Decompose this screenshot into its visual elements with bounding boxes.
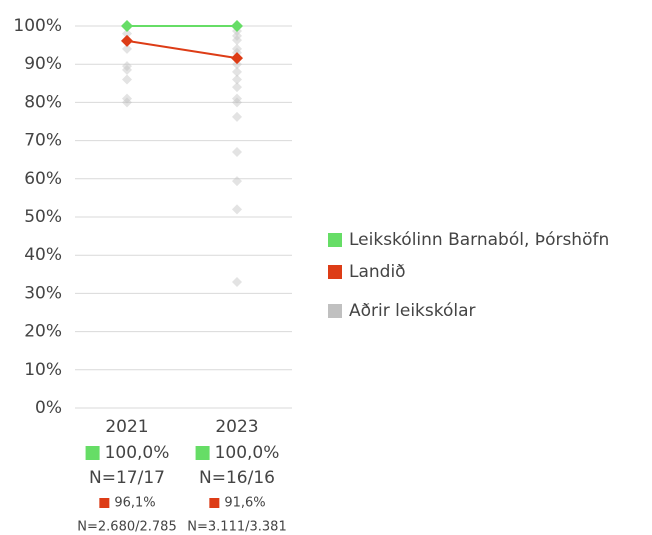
legend-label: Leikskólinn Barnaból, Þórshöfn bbox=[349, 230, 609, 250]
marker bbox=[121, 20, 133, 32]
point bbox=[122, 64, 132, 75]
y-tick-label: 90% bbox=[24, 54, 62, 74]
point bbox=[122, 43, 132, 54]
y-tick-label: 100% bbox=[13, 16, 62, 36]
point bbox=[232, 176, 242, 187]
marker bbox=[231, 20, 243, 32]
value-label: 96,1% bbox=[114, 496, 155, 511]
y-tick-label: 50% bbox=[24, 207, 62, 227]
legend-label: Aðrir leikskólar bbox=[349, 301, 476, 321]
point bbox=[232, 111, 242, 122]
count-label: N=16/16 bbox=[199, 468, 275, 488]
count-label: N=17/17 bbox=[89, 468, 165, 488]
y-tick-label: 80% bbox=[24, 92, 62, 112]
point bbox=[232, 74, 242, 85]
x-tick-label: 2023 bbox=[215, 417, 258, 437]
y-tick-label: 40% bbox=[24, 245, 62, 265]
legend-swatch bbox=[328, 233, 342, 247]
point bbox=[122, 61, 132, 72]
x-tick-label: 2021 bbox=[105, 417, 148, 437]
label-swatch bbox=[85, 446, 100, 460]
y-tick-label: 0% bbox=[35, 398, 62, 418]
point bbox=[232, 59, 242, 70]
value-label: 91,6% bbox=[224, 496, 265, 511]
point bbox=[232, 30, 242, 41]
legend-swatch bbox=[328, 304, 342, 318]
marker bbox=[231, 52, 243, 65]
y-tick-label: 20% bbox=[24, 322, 62, 342]
label-swatch bbox=[99, 498, 110, 508]
marker bbox=[121, 34, 133, 47]
point bbox=[122, 93, 132, 104]
point bbox=[232, 276, 242, 287]
point bbox=[232, 66, 242, 77]
point bbox=[232, 43, 242, 54]
y-tick-label: 10% bbox=[24, 360, 62, 380]
legend-swatch bbox=[328, 265, 342, 279]
y-tick-label: 70% bbox=[24, 131, 62, 151]
count-label: N=3.111/3.381 bbox=[187, 520, 286, 535]
value-label: 100,0% bbox=[105, 443, 170, 463]
point bbox=[232, 93, 242, 104]
point bbox=[122, 28, 132, 39]
point bbox=[122, 74, 132, 85]
y-tick-label: 60% bbox=[24, 169, 62, 189]
line bbox=[126, 39, 238, 60]
point bbox=[232, 97, 242, 108]
value-label: 100,0% bbox=[215, 443, 280, 463]
point bbox=[232, 35, 242, 46]
point bbox=[232, 147, 242, 158]
count-label: N=2.680/2.785 bbox=[77, 520, 176, 535]
label-swatch bbox=[209, 498, 220, 508]
label-swatch bbox=[195, 446, 210, 460]
legend-label: Landið bbox=[349, 262, 406, 282]
y-tick-label: 30% bbox=[24, 283, 62, 303]
point bbox=[122, 97, 132, 108]
point bbox=[232, 82, 242, 93]
point bbox=[232, 204, 242, 215]
